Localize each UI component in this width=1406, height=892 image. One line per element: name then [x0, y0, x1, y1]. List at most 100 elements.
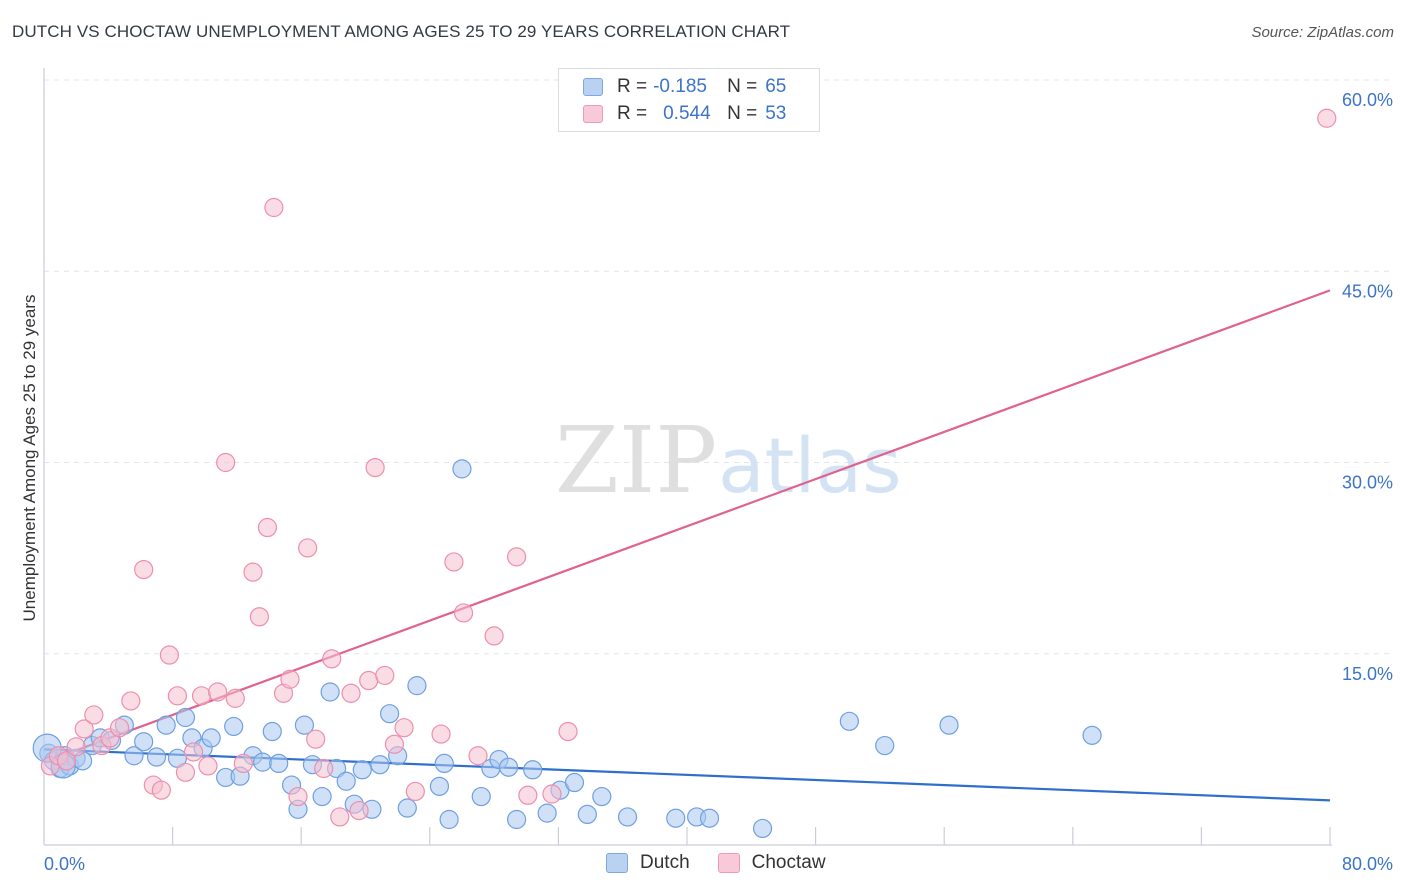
dutch-point: [320, 682, 340, 702]
choctaw-point: [151, 780, 171, 800]
choctaw-point: [507, 547, 527, 567]
dutch-point: [564, 772, 585, 793]
dutch-point: [439, 809, 459, 830]
x-tick-label-min: 0.0%: [44, 854, 85, 874]
choctaw-point: [233, 753, 253, 774]
choctaw-point: [349, 800, 369, 821]
watermark: ZIP atlas: [555, 407, 902, 514]
series-dutch: [32, 459, 1102, 839]
choctaw-point: [74, 719, 94, 739]
dutch-point: [471, 786, 491, 807]
dutch-point: [224, 716, 244, 737]
dutch-point: [839, 711, 859, 731]
choctaw-point: [314, 758, 334, 779]
choctaw-point: [84, 705, 104, 725]
dutch-point: [537, 803, 557, 823]
legend-row-dutch: R = -0.185 N = 65: [583, 75, 786, 99]
r-label: R =: [617, 76, 648, 97]
n-label: N =: [727, 76, 758, 97]
r-label: R =: [617, 103, 648, 124]
choctaw-point: [518, 785, 538, 805]
choctaw-point: [365, 458, 385, 478]
dutch-point: [1082, 725, 1102, 745]
legend-item-choctaw: Choctaw: [717, 852, 826, 874]
dutch-point: [134, 732, 154, 752]
dutch-point: [523, 760, 543, 780]
dutch-point: [429, 776, 450, 796]
series-legend: Dutch Choctaw: [606, 852, 854, 874]
choctaw-point: [394, 718, 414, 738]
legend-row-choctaw: R = 0.544 N = 53: [583, 102, 786, 126]
choctaw-point: [453, 603, 474, 623]
dutch-point: [498, 757, 519, 777]
choctaw-point: [1317, 108, 1337, 128]
choctaw-point: [183, 742, 204, 762]
dutch-r-value: -0.185: [653, 76, 707, 97]
dutch-point: [875, 735, 895, 756]
dutch-point: [507, 809, 527, 830]
dutch-point: [752, 818, 773, 839]
choctaw-point: [558, 721, 578, 742]
choctaw-point: [384, 734, 405, 754]
choctaw-legend-swatch: [717, 853, 740, 873]
choctaw-point: [484, 626, 504, 646]
chart-title: DUTCH VS CHOCTAW UNEMPLOYMENT AMONG AGES…: [12, 22, 791, 41]
y-tick-label: 15.0%: [1342, 664, 1393, 684]
choctaw-point: [431, 724, 451, 744]
choctaw-point: [280, 669, 300, 689]
watermark-zip: ZIP: [555, 407, 717, 514]
dutch-point: [175, 707, 196, 728]
choctaw-point: [330, 807, 350, 827]
choctaw-point: [405, 781, 425, 802]
data-points: [32, 108, 1337, 839]
choctaw-point: [298, 538, 318, 558]
choctaw-point: [198, 756, 218, 776]
choctaw-point: [341, 683, 361, 703]
dutch-point: [201, 728, 221, 748]
y-tick-label: 60.0%: [1342, 90, 1393, 110]
choctaw-point: [359, 670, 379, 691]
dutch-point: [939, 715, 959, 735]
choctaw-point: [225, 688, 245, 708]
choctaw-trend-line: [43, 289, 1331, 764]
dutch-point: [253, 752, 273, 772]
choctaw-legend-label: Choctaw: [751, 852, 826, 873]
choctaw-point: [134, 559, 154, 580]
dutch-point: [699, 808, 720, 828]
choctaw-point: [109, 718, 130, 738]
dutch-point: [452, 459, 472, 479]
series-choctaw: [40, 108, 1337, 827]
choctaw-point: [56, 751, 77, 771]
choctaw-swatch: [583, 105, 603, 123]
dutch-point: [262, 721, 282, 742]
choctaw-point: [542, 784, 562, 804]
dutch-point: [336, 771, 356, 791]
choctaw-point: [444, 552, 464, 572]
choctaw-point: [264, 197, 284, 218]
dutch-n-value: 65: [765, 76, 787, 97]
dutch-point: [124, 746, 144, 766]
dutch-point: [294, 715, 315, 735]
dutch-point: [352, 760, 372, 780]
choctaw-point: [375, 665, 395, 686]
choctaw-point: [257, 517, 278, 538]
choctaw-point: [121, 691, 141, 711]
dutch-swatch: [583, 78, 603, 96]
axes: [43, 68, 1332, 846]
n-label: N =: [727, 103, 758, 124]
choctaw-point: [66, 737, 86, 757]
dutch-point: [577, 804, 597, 825]
choctaw-point: [288, 786, 308, 807]
dutch-point: [666, 808, 686, 828]
x-tick-label-max: 80.0%: [1342, 854, 1393, 874]
y-tick-label: 30.0%: [1342, 473, 1393, 493]
stats-legend: R = -0.185 N = 65 R = 0.544 N = 53: [558, 68, 820, 132]
dutch-point: [156, 715, 176, 735]
choctaw-point: [175, 762, 196, 782]
choctaw-point: [243, 562, 263, 582]
choctaw-point: [159, 645, 179, 665]
choctaw-point: [208, 682, 228, 702]
choctaw-point: [167, 686, 188, 706]
choctaw-r-value: 0.544: [663, 103, 711, 124]
dutch-point: [312, 786, 332, 807]
